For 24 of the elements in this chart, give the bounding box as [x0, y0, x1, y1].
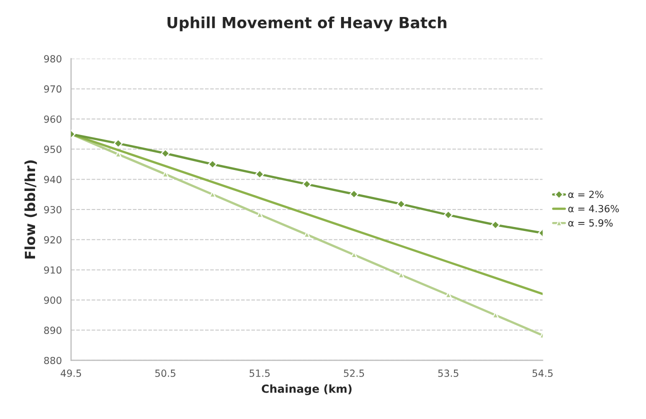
y-tick-label: 970 [44, 85, 62, 93]
y-tick-label: 960 [44, 115, 62, 123]
x-tick-label: 52.5 [344, 370, 364, 377]
x-tick-label: 51.5 [250, 370, 270, 377]
y-tick-label: 930 [44, 206, 62, 214]
y-tick-label: 910 [44, 266, 62, 274]
x-axis-title: Chainage (km) [262, 384, 352, 396]
point [160, 148, 170, 158]
y-axis-title: Flow (bbl/hr) [24, 160, 37, 259]
x-tick-label: 50.5 [155, 370, 176, 377]
x-tick-label: 53.5 [438, 370, 458, 377]
legend-label: α = 4.36% [568, 204, 619, 212]
y-tick-label: 900 [44, 296, 62, 304]
y-tick-label: 890 [44, 326, 62, 334]
y-tick-label: 920 [44, 236, 62, 244]
legend-label: α = 2% [568, 190, 604, 198]
x-tick-label: 54.5 [532, 370, 553, 377]
chart-title: Uphill Movement of Heavy Batch [168, 16, 446, 32]
legend-label: α = 5.9% [568, 219, 613, 227]
y-tick-label: 880 [44, 356, 62, 364]
x-tick-label: 49.5 [60, 370, 82, 377]
y-tick-label: 940 [44, 176, 62, 184]
y-tick-label: 980 [44, 55, 62, 62]
y-tick-label: 950 [44, 146, 62, 153]
